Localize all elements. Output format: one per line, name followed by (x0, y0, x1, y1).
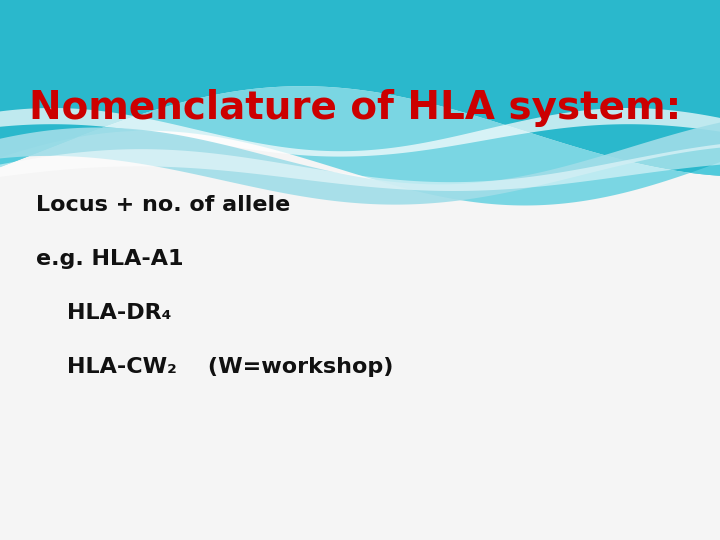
Polygon shape (0, 0, 720, 176)
Polygon shape (0, 86, 720, 206)
Polygon shape (0, 108, 720, 157)
Text: Nomenclature of HLA system:: Nomenclature of HLA system: (29, 89, 681, 127)
Text: Locus + no. of allele: Locus + no. of allele (36, 195, 290, 215)
Text: e.g. HLA-A1: e.g. HLA-A1 (36, 249, 184, 269)
Text: HLA-DR₄: HLA-DR₄ (36, 303, 171, 323)
Polygon shape (0, 144, 720, 191)
Text: HLA-CW₂    (W=workshop): HLA-CW₂ (W=workshop) (36, 357, 393, 377)
Polygon shape (0, 123, 720, 205)
